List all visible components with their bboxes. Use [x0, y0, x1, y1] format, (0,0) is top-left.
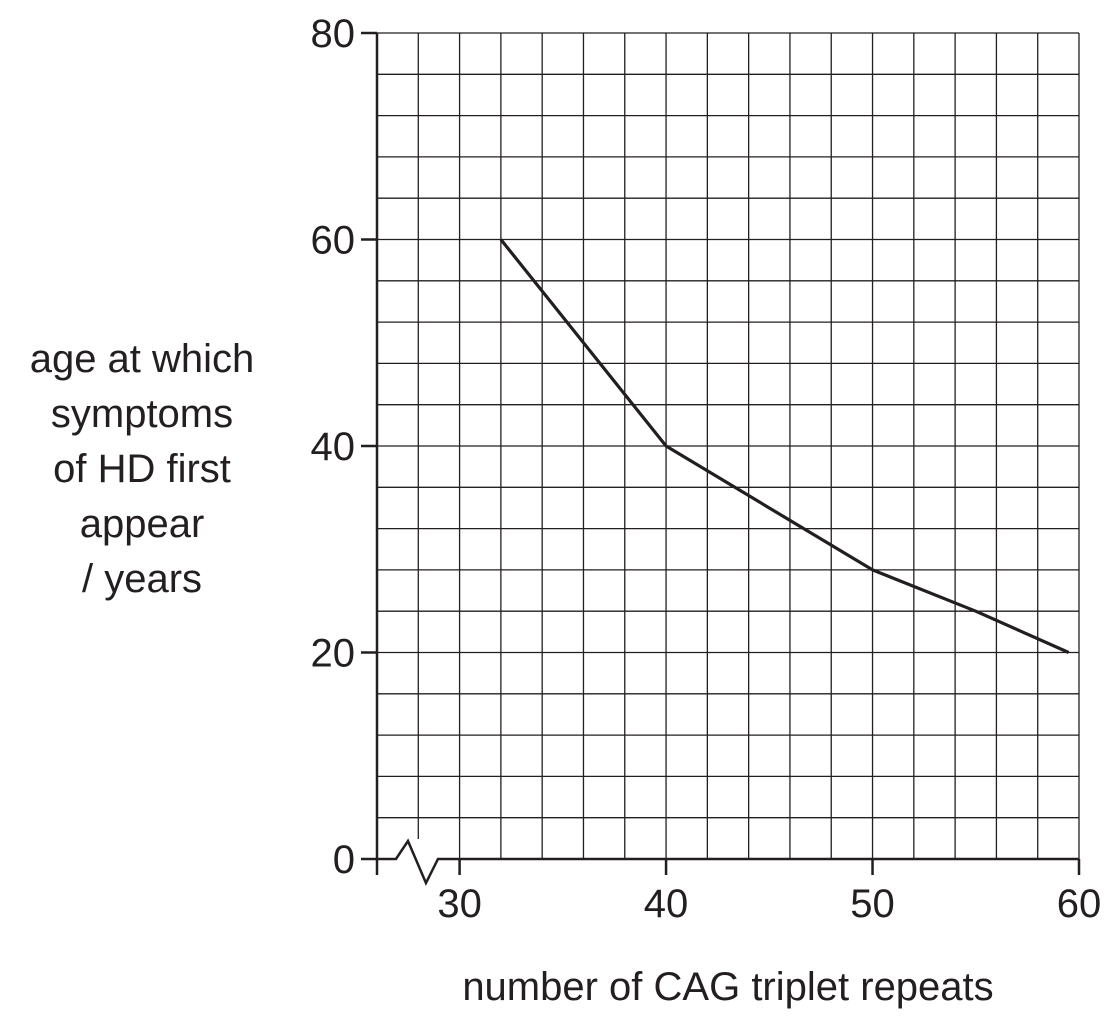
y-axis-title-line: of HD first — [53, 447, 231, 491]
x-axis-line — [377, 838, 1079, 886]
y-tick-label: 20 — [311, 632, 356, 676]
y-axis-title-line: / years — [82, 557, 202, 601]
x-tick-label: 60 — [1057, 882, 1102, 926]
x-tick-label: 30 — [437, 882, 482, 926]
y-tick-label: 80 — [311, 12, 356, 56]
x-tick-label: 40 — [644, 882, 689, 926]
series-layer — [499, 238, 1070, 654]
tick-labels: 0 20 40 60 80 30 40 50 60 — [311, 12, 1102, 926]
grid — [377, 32, 1080, 859]
x-tick-label: 50 — [850, 882, 895, 926]
axes — [361, 31, 1081, 886]
y-tick-label: 60 — [311, 219, 356, 263]
y-axis-title-line: symptoms — [51, 392, 233, 436]
y-tick-label: 0 — [333, 838, 355, 882]
x-axis-title: number of CAG triplet repeats — [462, 965, 993, 1009]
y-tick-label: 40 — [311, 425, 356, 469]
y-axis-title-line: appear — [80, 502, 205, 546]
series-line-1 — [499, 238, 1070, 654]
y-axis-title-line: age at which — [30, 337, 255, 381]
y-axis-title: age at which symptoms of HD first appear / y… — [30, 337, 255, 601]
